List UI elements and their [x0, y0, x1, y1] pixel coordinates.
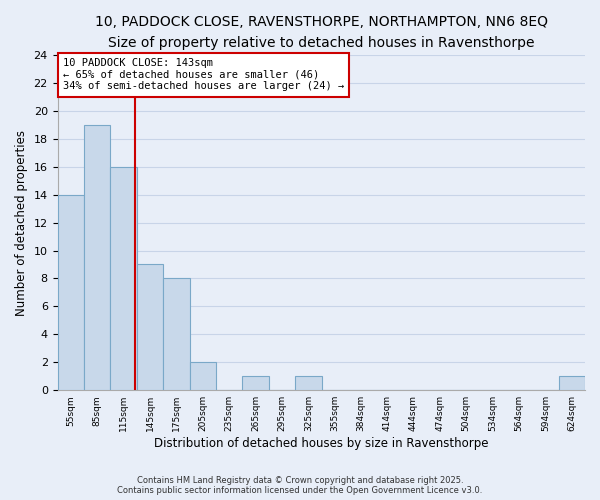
- Bar: [58, 194, 84, 390]
- Bar: [242, 376, 269, 390]
- Bar: [163, 278, 190, 390]
- Bar: [295, 376, 322, 390]
- Text: 10 PADDOCK CLOSE: 143sqm
← 65% of detached houses are smaller (46)
34% of semi-d: 10 PADDOCK CLOSE: 143sqm ← 65% of detach…: [63, 58, 344, 92]
- X-axis label: Distribution of detached houses by size in Ravensthorpe: Distribution of detached houses by size …: [154, 437, 488, 450]
- Bar: [110, 166, 137, 390]
- Bar: [190, 362, 216, 390]
- Title: 10, PADDOCK CLOSE, RAVENSTHORPE, NORTHAMPTON, NN6 8EQ
Size of property relative : 10, PADDOCK CLOSE, RAVENSTHORPE, NORTHAM…: [95, 15, 548, 50]
- Y-axis label: Number of detached properties: Number of detached properties: [15, 130, 28, 316]
- Bar: [84, 125, 110, 390]
- Bar: [559, 376, 585, 390]
- Bar: [137, 264, 163, 390]
- Text: Contains HM Land Registry data © Crown copyright and database right 2025.
Contai: Contains HM Land Registry data © Crown c…: [118, 476, 482, 495]
